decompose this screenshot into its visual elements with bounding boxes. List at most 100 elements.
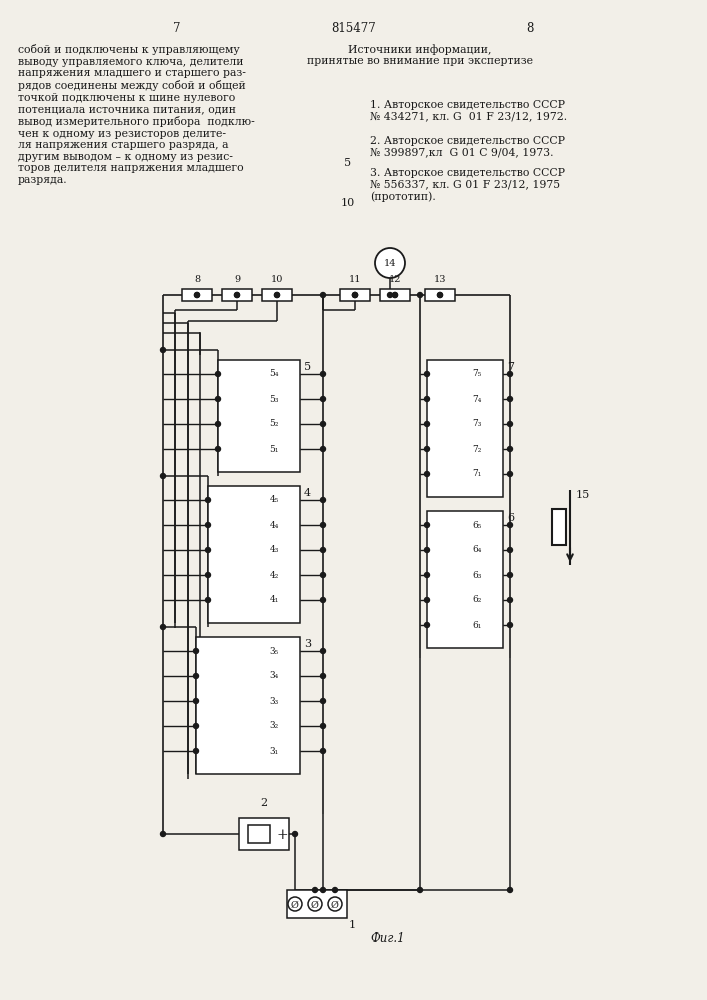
Text: 10: 10: [341, 198, 355, 208]
Text: 1: 1: [349, 920, 356, 930]
Text: 815477: 815477: [332, 22, 376, 35]
Circle shape: [508, 396, 513, 401]
Text: Ø: Ø: [291, 900, 299, 910]
Text: 6₃: 6₃: [472, 570, 482, 580]
Text: Ø: Ø: [331, 900, 339, 910]
Bar: [380, 289, 410, 301]
Text: 5: 5: [344, 158, 351, 168]
Text: 3₃: 3₃: [270, 696, 279, 706]
Circle shape: [288, 897, 302, 911]
Text: 4₂: 4₂: [269, 570, 279, 580]
Text: 4₅: 4₅: [269, 495, 279, 504]
Circle shape: [424, 371, 429, 376]
Circle shape: [206, 497, 211, 502]
Circle shape: [508, 522, 513, 528]
Circle shape: [160, 348, 165, 353]
Circle shape: [387, 292, 392, 298]
Circle shape: [424, 522, 429, 528]
Circle shape: [508, 371, 513, 376]
Bar: [340, 289, 370, 301]
Text: Ø: Ø: [311, 900, 319, 910]
Circle shape: [424, 472, 429, 477]
Circle shape: [160, 474, 165, 479]
Circle shape: [320, 522, 325, 528]
Text: 13: 13: [434, 275, 446, 284]
Text: 7₂: 7₂: [472, 444, 482, 454]
Circle shape: [438, 292, 443, 298]
Circle shape: [320, 572, 325, 578]
Circle shape: [206, 522, 211, 528]
Circle shape: [508, 597, 513, 602]
Text: 7: 7: [173, 22, 181, 35]
Text: 3₄: 3₄: [270, 672, 279, 680]
Circle shape: [194, 674, 199, 678]
Circle shape: [418, 888, 423, 892]
Bar: [222, 289, 252, 301]
Text: 6: 6: [507, 513, 514, 523]
Circle shape: [328, 897, 342, 911]
Circle shape: [160, 624, 165, 630]
Text: собой и подключены к управляющему
выводу управляемого ключа, делители
напряжения: собой и подключены к управляющему выводу…: [18, 44, 255, 185]
Circle shape: [424, 548, 429, 552]
Circle shape: [274, 292, 279, 298]
Circle shape: [194, 648, 199, 654]
Circle shape: [216, 371, 221, 376]
Circle shape: [320, 292, 325, 298]
Circle shape: [160, 832, 165, 836]
Text: 7₃: 7₃: [472, 420, 482, 428]
Circle shape: [293, 832, 298, 836]
Text: 4₃: 4₃: [269, 546, 279, 554]
Circle shape: [320, 748, 325, 754]
Text: 6₁: 6₁: [473, 620, 482, 630]
Circle shape: [320, 422, 325, 426]
Circle shape: [194, 724, 199, 728]
Text: 3₂: 3₂: [270, 722, 279, 730]
Circle shape: [216, 446, 221, 452]
Circle shape: [194, 292, 199, 298]
Circle shape: [320, 724, 325, 728]
Text: 9: 9: [234, 275, 240, 284]
Circle shape: [216, 422, 221, 426]
Text: 1. Авторское свидетельство СССР
№ 434271, кл. G  01 F 23/12, 1972.: 1. Авторское свидетельство СССР № 434271…: [370, 100, 567, 122]
Text: 7₅: 7₅: [472, 369, 482, 378]
Circle shape: [353, 292, 358, 298]
Circle shape: [424, 572, 429, 578]
Circle shape: [194, 748, 199, 754]
Text: 7: 7: [507, 362, 514, 372]
Bar: [208, 486, 300, 623]
Circle shape: [508, 888, 513, 892]
Circle shape: [508, 422, 513, 426]
Text: +: +: [276, 828, 288, 842]
Circle shape: [206, 572, 211, 578]
Text: 2. Авторское свидетельство СССР
№ 399897,кл  G 01 C 9/04, 1973.: 2. Авторское свидетельство СССР № 399897…: [370, 136, 565, 158]
Circle shape: [320, 371, 325, 376]
Circle shape: [320, 597, 325, 602]
Text: 8: 8: [526, 22, 534, 35]
Text: 2: 2: [260, 798, 267, 808]
Circle shape: [424, 622, 429, 628]
Circle shape: [418, 292, 423, 298]
Circle shape: [424, 597, 429, 602]
Text: 6₂: 6₂: [472, 595, 482, 604]
Text: 5₁: 5₁: [269, 444, 279, 454]
Circle shape: [424, 396, 429, 401]
Text: 14: 14: [384, 258, 396, 267]
Bar: [427, 360, 503, 497]
Text: 5₃: 5₃: [269, 394, 279, 403]
Circle shape: [216, 396, 221, 401]
Circle shape: [353, 292, 358, 298]
Text: 7₄: 7₄: [472, 394, 482, 403]
Circle shape: [375, 248, 405, 278]
Bar: [427, 511, 503, 648]
Text: 11: 11: [349, 275, 361, 284]
Text: 5₄: 5₄: [269, 369, 279, 378]
Circle shape: [353, 292, 358, 298]
Text: 4₄: 4₄: [269, 520, 279, 530]
Text: 3: 3: [304, 639, 311, 649]
Circle shape: [320, 548, 325, 552]
Circle shape: [206, 548, 211, 552]
Circle shape: [392, 292, 397, 298]
Circle shape: [206, 597, 211, 602]
Text: 5: 5: [304, 362, 311, 372]
Text: 8: 8: [194, 275, 200, 284]
